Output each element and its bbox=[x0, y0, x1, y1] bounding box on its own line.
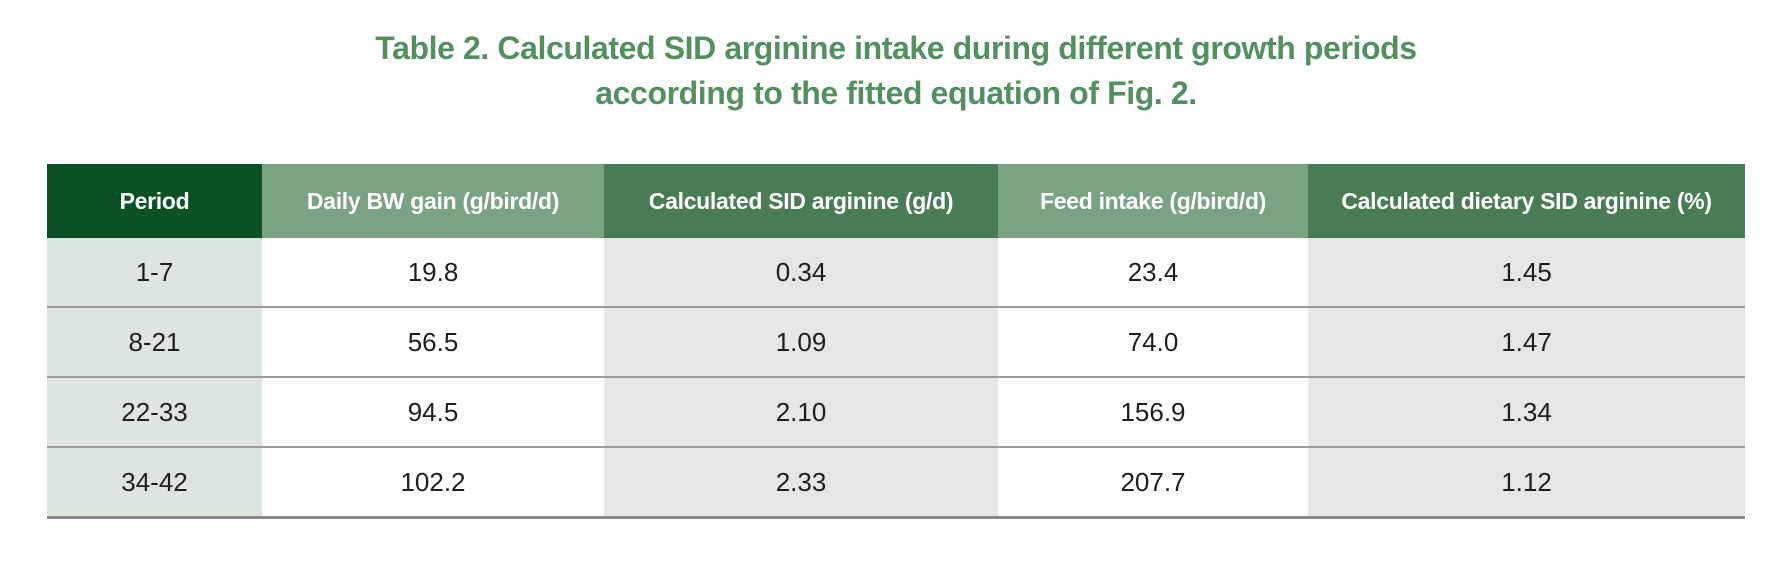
table-title-line1: Table 2. Calculated SID arginine intake … bbox=[375, 30, 1417, 66]
table-row: 1-7 19.8 0.34 23.4 1.45 bbox=[47, 238, 1745, 307]
column-header-5: Calculated dietary SID arginine (%) bbox=[1308, 164, 1745, 238]
value-cell: 0.34 bbox=[604, 238, 998, 307]
column-header-2: Daily BW gain (g/bird/d) bbox=[262, 164, 604, 238]
table-body: 1-7 19.8 0.34 23.4 1.45 8-21 56.5 1.09 74.0 1.47 2… bbox=[47, 238, 1745, 519]
value-cell: 2.33 bbox=[604, 446, 998, 519]
value-cell: 102.2 bbox=[262, 446, 604, 519]
period-cell: 1-7 bbox=[47, 238, 262, 307]
period-cell: 8-21 bbox=[47, 306, 262, 377]
value-cell: 207.7 bbox=[998, 446, 1308, 519]
table-title-line2: according to the fitted equation of Fig.… bbox=[595, 75, 1197, 112]
period-cell: 22-33 bbox=[47, 376, 262, 447]
table-row: 8-21 56.5 1.09 74.0 1.47 bbox=[47, 306, 1745, 377]
header-row: Period Daily BW gain (g/bird/d) Calculated… bbox=[47, 164, 1745, 238]
value-cell: 1.09 bbox=[604, 306, 998, 377]
value-cell: 94.5 bbox=[262, 376, 604, 447]
value-cell: 19.8 bbox=[262, 238, 604, 307]
table-row: 22-33 94.5 2.10 156.9 1.34 bbox=[47, 376, 1745, 447]
data-table: Period Daily BW gain (g/bird/d) Calculated… bbox=[47, 164, 1745, 519]
value-cell: 23.4 bbox=[998, 238, 1308, 307]
value-cell: 1.45 bbox=[1308, 238, 1745, 307]
table-row: 34-42 102.2 2.33 207.7 1.12 bbox=[47, 446, 1745, 519]
value-cell: 2.10 bbox=[604, 376, 998, 447]
period-cell: 34-42 bbox=[47, 446, 262, 519]
column-header-1: Period bbox=[47, 164, 262, 238]
value-cell: 1.47 bbox=[1308, 306, 1745, 377]
table-title: Table 2. Calculated SID arginine intake … bbox=[0, 26, 1792, 117]
column-header-3: Calculated SID arginine (g/d) bbox=[604, 164, 998, 238]
column-header-4: Feed intake (g/bird/d) bbox=[998, 164, 1308, 238]
value-cell: 156.9 bbox=[998, 376, 1308, 447]
value-cell: 56.5 bbox=[262, 306, 604, 377]
value-cell: 1.12 bbox=[1308, 446, 1745, 519]
value-cell: 1.34 bbox=[1308, 376, 1745, 447]
value-cell: 74.0 bbox=[998, 306, 1308, 377]
